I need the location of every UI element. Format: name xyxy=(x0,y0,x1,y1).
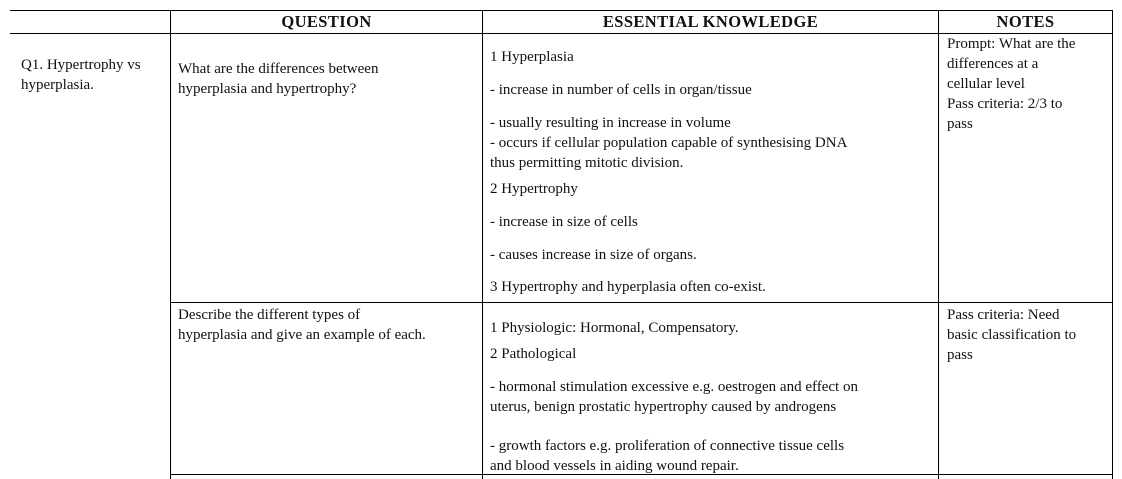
knowledge-line: - hormonal stimulation excessive e.g. oe… xyxy=(490,379,858,395)
notes-line: pass xyxy=(947,347,973,363)
knowledge-line: thus permitting mitotic division. xyxy=(490,155,684,171)
topic-line: hyperplasia. xyxy=(21,77,94,93)
notes-line: differences at a xyxy=(947,56,1039,72)
column-divider-4 xyxy=(1112,10,1113,479)
row-divider xyxy=(170,302,1113,303)
notes-line: Pass criteria: Need xyxy=(947,307,1060,323)
knowledge-line: - growth factors e.g. proliferation of c… xyxy=(490,438,845,454)
question-line: hyperplasia and give an example of each. xyxy=(178,327,426,343)
knowledge-line: - usually resulting in increase in volum… xyxy=(490,115,731,131)
header-notes: NOTES xyxy=(996,12,1055,31)
notes-line: basic classification to xyxy=(947,327,1077,343)
topic-cell: Q1. Hypertrophy vs hyperplasia. xyxy=(21,55,141,95)
question-cell: Describe the different types of hyperpla… xyxy=(178,305,426,345)
knowledge-line: and blood vessels in aiding wound repair… xyxy=(490,458,739,474)
question-line: What are the differences between xyxy=(178,61,379,77)
knowledge-line: - increase in number of cells in organ/t… xyxy=(490,82,752,98)
question-line: hyperplasia and hypertrophy? xyxy=(178,81,357,97)
question-cell: What are the differences between hyperpl… xyxy=(178,59,378,99)
row-divider-bottom xyxy=(170,474,1113,475)
header-topic xyxy=(10,11,170,33)
table-border-top xyxy=(10,10,1113,11)
knowledge-line: - increase in size of cells xyxy=(490,214,638,230)
column-divider-2 xyxy=(482,10,483,479)
header-divider xyxy=(10,33,1113,34)
header-question: QUESTION xyxy=(281,12,372,31)
notes-line: pass xyxy=(947,116,973,132)
knowledge-line: - occurs if cellular population capable … xyxy=(490,135,848,151)
notes-line: Prompt: What are the xyxy=(947,36,1076,52)
notes-cell: Prompt: What are the differences at a ce… xyxy=(947,34,1075,134)
column-divider-3 xyxy=(938,10,939,479)
notes-line: cellular level xyxy=(947,76,1025,92)
knowledge-line: uterus, benign prostatic hypertrophy cau… xyxy=(490,399,837,415)
knowledge-heading: 1 Hyperplasia xyxy=(490,49,574,65)
question-line: Describe the different types of xyxy=(178,307,361,323)
notes-line: Pass criteria: 2/3 to xyxy=(947,96,1063,112)
knowledge-heading: 2 Hypertrophy xyxy=(490,181,578,197)
knowledge-heading: 2 Pathological xyxy=(490,346,577,362)
notes-cell: Pass criteria: Need basic classification… xyxy=(947,305,1076,365)
knowledge-line: 3 Hypertrophy and hyperplasia often co-e… xyxy=(490,279,766,295)
header-essential-knowledge: ESSENTIAL KNOWLEDGE xyxy=(602,12,819,31)
knowledge-line: 1 Physiologic: Hormonal, Compensatory. xyxy=(490,320,739,336)
topic-line: Q1. Hypertrophy vs xyxy=(21,57,141,73)
knowledge-line: - causes increase in size of organs. xyxy=(490,247,697,263)
column-divider-1 xyxy=(170,10,171,479)
